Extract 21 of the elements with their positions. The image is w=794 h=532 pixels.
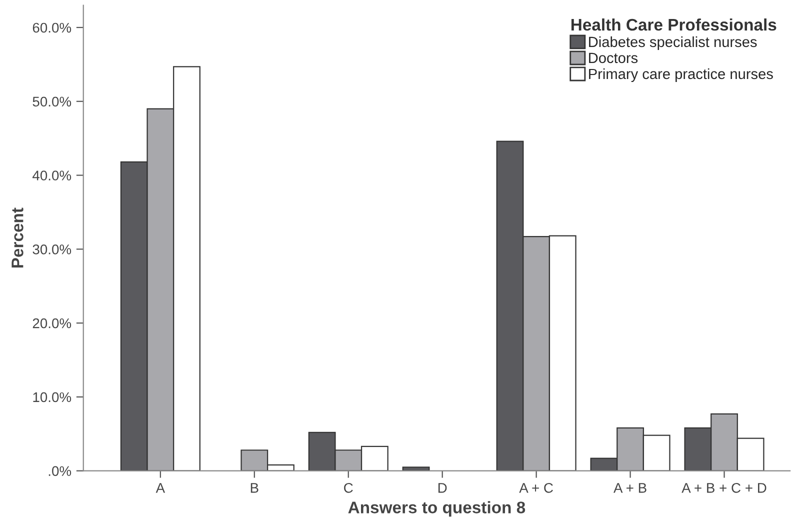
x-tick-label: C xyxy=(344,482,353,493)
y-tick-label: 10.0% xyxy=(33,392,72,402)
y-tick-label: 50.0% xyxy=(32,96,72,107)
y-tick-label: 40.0% xyxy=(32,170,72,180)
y-tick-label: 30.0% xyxy=(32,244,72,254)
x-tick-label: A xyxy=(156,483,166,493)
x-tick-label: D xyxy=(438,483,447,493)
bar xyxy=(402,466,430,471)
y-tick-label: .0% xyxy=(48,466,72,476)
y-tick-label: 60.0% xyxy=(32,22,72,33)
x-tick-label: B xyxy=(250,483,258,493)
x-tick-label: A + C xyxy=(519,482,553,493)
y-axis-title: Percent xyxy=(12,208,24,268)
legend-title: Health Care Professionals xyxy=(571,18,776,31)
x-tick-label: A + B + C + D xyxy=(682,482,766,493)
y-tick-label: 20.0% xyxy=(32,318,72,328)
legend-label: Primary care practice nurses xyxy=(589,68,773,82)
x-tick-label: A + B xyxy=(614,483,646,493)
legend-label: Diabetes specialist nurses xyxy=(589,36,757,50)
x-axis-title: Answers to question 8 xyxy=(348,501,526,517)
legend-label: Doctors xyxy=(589,52,638,64)
